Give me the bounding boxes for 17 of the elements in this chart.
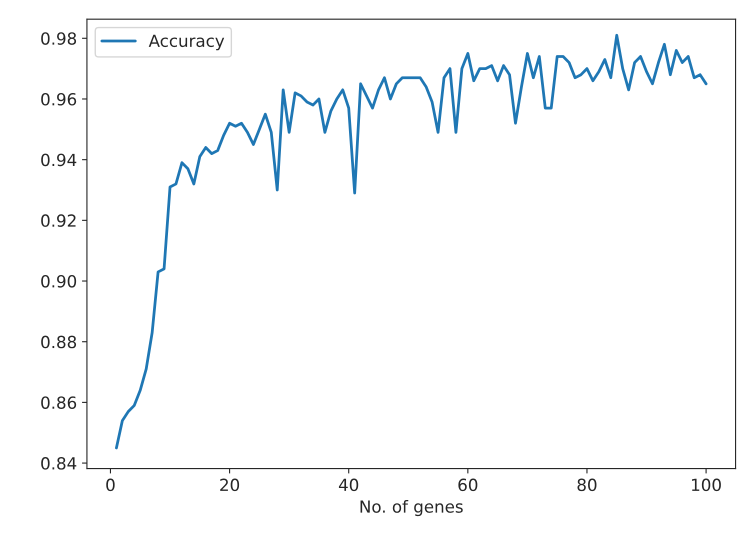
x-tick-label: 20 [220, 478, 240, 492]
y-tick-label: 0.92 [41, 214, 76, 227]
x-tick-label: 60 [458, 478, 478, 492]
x-tick-label: 0 [106, 478, 115, 492]
y-tick-label: 0.84 [41, 457, 76, 470]
y-tick-label: 0.98 [41, 32, 76, 45]
x-axis-title: No. of genes [360, 500, 463, 516]
y-tick-label: 0.86 [41, 396, 76, 409]
x-tick-label: 80 [577, 478, 596, 492]
x-tick-label: 40 [338, 478, 358, 492]
legend-label: Accuracy [148, 34, 224, 50]
y-tick-label: 0.96 [41, 92, 76, 106]
x-tick-label: 100 [692, 478, 721, 492]
y-tick-label: 0.94 [41, 154, 76, 166]
y-tick-label: 0.88 [41, 336, 76, 348]
line-series [115, 34, 708, 450]
y-tick-label: 0.90 [41, 274, 76, 288]
